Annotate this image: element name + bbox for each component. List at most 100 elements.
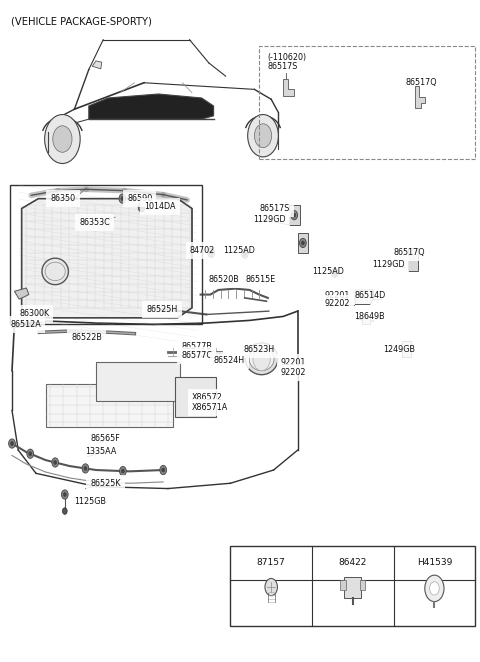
Text: 86517S: 86517S (268, 62, 298, 71)
Text: 92202: 92202 (281, 367, 306, 377)
Text: 1249GB: 1249GB (383, 345, 415, 354)
Circle shape (45, 115, 80, 164)
Circle shape (52, 458, 59, 467)
Circle shape (208, 248, 215, 258)
Text: 86577C: 86577C (181, 351, 213, 360)
Circle shape (265, 579, 277, 596)
Text: 86517Q: 86517Q (394, 248, 425, 258)
Ellipse shape (245, 343, 278, 375)
Text: 86517Q: 86517Q (406, 77, 437, 87)
Circle shape (301, 241, 304, 245)
Circle shape (254, 124, 272, 148)
Text: 86520B: 86520B (209, 275, 240, 284)
Ellipse shape (42, 258, 69, 285)
Circle shape (29, 451, 32, 455)
Bar (46, 384, 173, 427)
Bar (96, 362, 180, 401)
Text: 86524H: 86524H (214, 356, 245, 365)
Text: 86517S: 86517S (259, 204, 289, 213)
Circle shape (300, 238, 306, 248)
Circle shape (63, 493, 66, 496)
Bar (408, 248, 418, 271)
Circle shape (62, 508, 67, 514)
Text: H41539: H41539 (417, 558, 452, 567)
Circle shape (425, 575, 444, 602)
Text: 87157: 87157 (257, 558, 286, 567)
Bar (360, 581, 365, 590)
Text: 1129GD: 1129GD (372, 260, 405, 269)
Circle shape (248, 115, 278, 157)
Bar (230, 546, 475, 626)
Text: (VEHICLE PACKAGE-SPORTY): (VEHICLE PACKAGE-SPORTY) (11, 17, 151, 26)
Circle shape (82, 464, 89, 473)
Circle shape (54, 461, 57, 465)
Text: 1335AA: 1335AA (85, 447, 117, 456)
Text: X86572: X86572 (192, 393, 223, 402)
Circle shape (121, 469, 124, 473)
Ellipse shape (249, 347, 274, 371)
Polygon shape (22, 199, 192, 318)
Text: 1125GB: 1125GB (74, 496, 107, 506)
Circle shape (120, 467, 126, 476)
Text: 86525K: 86525K (90, 479, 121, 488)
Text: 86565F: 86565F (90, 434, 120, 444)
Text: 86523H: 86523H (244, 345, 275, 354)
Circle shape (243, 252, 246, 256)
Polygon shape (92, 61, 102, 69)
Text: 86300K: 86300K (19, 308, 49, 318)
Bar (298, 233, 308, 253)
Text: 1014DA: 1014DA (144, 202, 176, 211)
Text: 1125AD: 1125AD (223, 246, 255, 255)
Text: 92201: 92201 (324, 291, 350, 300)
Circle shape (9, 439, 15, 448)
Bar (259, 46, 475, 159)
Circle shape (160, 465, 167, 475)
Bar (175, 377, 216, 417)
Text: 86515E: 86515E (246, 275, 276, 284)
Circle shape (138, 203, 145, 212)
Text: 86525H: 86525H (146, 305, 178, 314)
Circle shape (84, 467, 87, 471)
Bar (344, 577, 361, 598)
Polygon shape (355, 290, 373, 305)
Polygon shape (89, 94, 214, 119)
Circle shape (241, 249, 248, 258)
Circle shape (11, 442, 13, 446)
Text: (-110620): (-110620) (268, 52, 307, 62)
Circle shape (334, 271, 336, 275)
Bar (10, 185, 202, 324)
Circle shape (27, 449, 34, 458)
Circle shape (119, 194, 126, 203)
Text: 84702: 84702 (190, 246, 215, 255)
Text: X86571A: X86571A (192, 402, 228, 412)
Circle shape (430, 582, 439, 595)
Text: 92201: 92201 (281, 358, 306, 367)
Circle shape (332, 268, 338, 277)
Circle shape (210, 251, 213, 255)
Polygon shape (283, 79, 294, 96)
Polygon shape (14, 288, 29, 299)
Circle shape (162, 468, 165, 472)
Text: 86590: 86590 (127, 194, 153, 203)
Text: 86577B: 86577B (181, 342, 212, 351)
Polygon shape (415, 86, 425, 108)
Bar (362, 316, 370, 324)
Circle shape (61, 490, 68, 499)
Bar (289, 205, 300, 225)
Text: 86512A: 86512A (11, 320, 41, 329)
Text: 86522B: 86522B (71, 333, 102, 342)
Circle shape (253, 347, 270, 371)
Circle shape (293, 213, 296, 217)
Text: 1125AD: 1125AD (312, 267, 344, 276)
Text: 18649B: 18649B (354, 312, 385, 321)
Circle shape (53, 126, 72, 152)
Circle shape (140, 205, 143, 209)
Text: 86514D: 86514D (354, 291, 385, 300)
Text: 1129GD: 1129GD (253, 215, 286, 224)
Text: 92202: 92202 (324, 299, 350, 308)
Bar (402, 341, 411, 357)
Text: 86353C: 86353C (79, 218, 110, 227)
Bar (340, 581, 346, 590)
Circle shape (291, 211, 298, 220)
Text: 86422: 86422 (338, 558, 367, 567)
